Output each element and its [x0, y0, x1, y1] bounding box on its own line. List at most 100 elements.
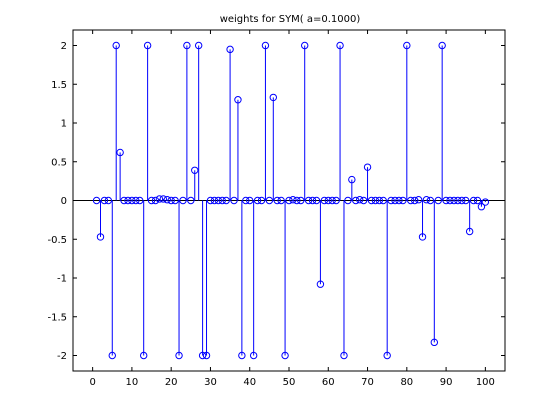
- stem-marker: [438, 41, 446, 50]
- stem-marker: [187, 196, 195, 205]
- stem-marker: [163, 196, 171, 204]
- stem-marker: [379, 196, 387, 205]
- x-tick-label: 50: [283, 377, 296, 388]
- stem-marker: [226, 45, 234, 54]
- chart-title: weights for SYM( a=0.1000): [220, 14, 361, 25]
- stem-marker: [446, 196, 454, 205]
- stem-marker: [92, 196, 101, 205]
- stem-marker: [218, 196, 226, 205]
- y-tick-label: 2: [61, 41, 67, 52]
- stem-marker: [108, 351, 116, 360]
- stem-marker: [422, 196, 431, 204]
- stem-marker: [214, 196, 223, 205]
- stem-marker: [246, 196, 254, 205]
- stem-marker: [450, 196, 458, 205]
- y-tick-label: -1: [57, 274, 67, 285]
- stem-marker: [308, 196, 317, 205]
- stem-marker: [155, 195, 164, 203]
- stem-marker: [96, 233, 105, 241]
- stem-marker: [132, 196, 140, 205]
- stem-marker: [139, 351, 148, 360]
- stem-marker: [387, 196, 395, 205]
- stem-marker: [481, 198, 490, 206]
- stem-marker: [234, 96, 242, 104]
- y-tick-label: -0.5: [47, 235, 67, 246]
- stem-marker: [297, 196, 305, 205]
- stem-marker: [473, 196, 482, 205]
- x-tick-label: 30: [204, 377, 217, 388]
- stem-marker: [375, 196, 384, 205]
- stem-marker: [242, 196, 250, 205]
- y-tick-label: 0.5: [51, 157, 67, 168]
- stem-marker: [269, 93, 277, 102]
- stem-marker: [179, 196, 187, 205]
- stem-marker: [261, 41, 270, 50]
- stem-marker: [383, 351, 391, 360]
- stem-marker: [202, 351, 211, 360]
- x-tick-label: 80: [400, 377, 413, 388]
- stem-marker: [301, 41, 309, 50]
- stem-marker: [120, 196, 128, 205]
- stem-marker: [312, 196, 321, 205]
- stem-marker: [414, 196, 423, 204]
- stem-marker: [371, 196, 380, 205]
- stem-marker: [136, 196, 144, 205]
- stem-marker: [458, 196, 466, 205]
- y-axis-ticks: 2 1.5 1 0.5 0 -0.5 -1 -1.5 -2: [47, 41, 505, 362]
- stem-marker: [194, 41, 203, 50]
- x-tick-label: 60: [322, 377, 335, 388]
- stem-marker: [352, 196, 360, 205]
- stem-marker: [328, 196, 336, 205]
- stem-marker: [191, 166, 199, 174]
- stem-marker: [167, 196, 175, 205]
- stem-marker: [124, 196, 132, 205]
- stem-marker: [348, 175, 356, 184]
- stem-marker: [340, 351, 348, 360]
- stem-marker: [285, 196, 293, 205]
- x-tick-label: 20: [165, 377, 178, 388]
- stem-marker: [462, 196, 470, 205]
- stem-marker: [332, 196, 340, 205]
- stem-marker: [159, 195, 168, 203]
- stem-marker: [289, 196, 297, 204]
- stem-marker: [391, 196, 399, 205]
- stem-marker: [230, 196, 238, 205]
- stem-marker: [183, 41, 191, 50]
- stem-marker: [100, 196, 109, 205]
- stem-marker: [277, 196, 285, 205]
- y-tick-label: -2: [57, 351, 67, 362]
- stem-marker: [399, 196, 407, 205]
- stem-marker: [128, 196, 136, 205]
- x-axis-ticks: 0 10 20 30 40 50 60 70 80 90 100: [89, 30, 495, 388]
- stem-marker: [320, 196, 329, 205]
- stem-marker: [316, 280, 325, 288]
- stem-marker: [253, 196, 262, 205]
- stem-marker: [210, 196, 219, 205]
- stem-marker: [442, 196, 450, 205]
- stem-marker: [304, 196, 313, 205]
- stem-marker: [171, 196, 179, 205]
- stem-marker: [257, 196, 266, 205]
- stem-marker: [344, 196, 352, 205]
- stem-marker: [206, 196, 215, 205]
- stem-marker: [116, 148, 124, 157]
- stem-marker: [359, 196, 368, 205]
- stem-marker: [395, 196, 403, 205]
- stem-marker: [407, 196, 415, 205]
- y-tick-label: 0: [61, 196, 67, 207]
- stem-marker: [363, 163, 372, 171]
- x-tick-label: 40: [243, 377, 256, 388]
- x-tick-label: 90: [440, 377, 453, 388]
- stem-marker: [336, 41, 344, 50]
- stem-marker: [238, 351, 246, 360]
- stem-marker: [151, 196, 160, 205]
- stem-marker: [465, 227, 474, 236]
- x-tick-label: 10: [126, 377, 139, 388]
- stem-marker: [454, 196, 462, 205]
- markers: [92, 41, 490, 360]
- x-tick-label: 100: [476, 377, 495, 388]
- stem-marker: [147, 196, 156, 205]
- stem-marker: [265, 196, 274, 205]
- stem-marker: [434, 196, 442, 205]
